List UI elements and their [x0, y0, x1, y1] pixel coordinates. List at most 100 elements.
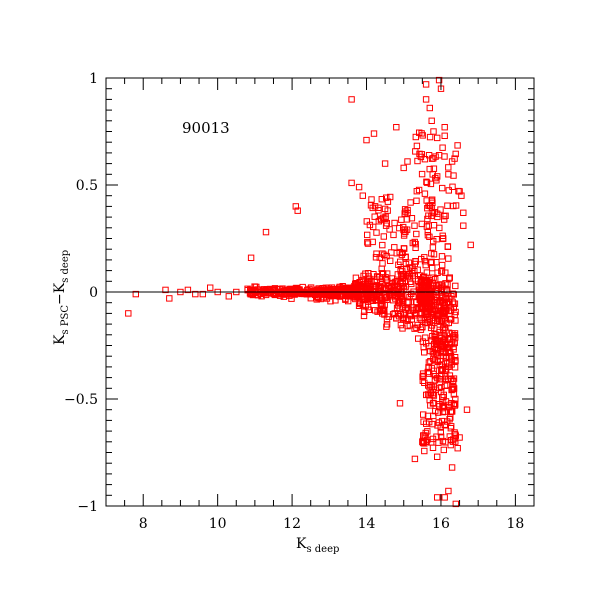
- data-point: [440, 345, 447, 352]
- data-point: [444, 202, 451, 209]
- data-point: [439, 184, 446, 192]
- data-point: [335, 290, 342, 297]
- data-point: [359, 192, 367, 199]
- data-point: [384, 198, 392, 205]
- data-point: [430, 237, 437, 245]
- x-tick-label: 18: [506, 516, 524, 532]
- data-point: [391, 244, 398, 251]
- data-point: [438, 268, 445, 275]
- data-point: [434, 269, 441, 277]
- data-point: [451, 354, 459, 361]
- data-point: [448, 358, 455, 365]
- data-point: [443, 382, 451, 389]
- data-point: [379, 241, 386, 249]
- x-tick-label: 14: [358, 516, 376, 532]
- data-point: [433, 177, 440, 184]
- data-point: [444, 243, 452, 250]
- data-point: [360, 312, 368, 320]
- data-point: [307, 289, 314, 297]
- data-point: [342, 296, 349, 303]
- data-point: [408, 316, 416, 323]
- ticks-layer: [105, 77, 535, 507]
- data-point: [428, 274, 435, 281]
- y-axis-title: Ks PSC−Ks deep: [52, 250, 71, 345]
- data-point: [447, 316, 454, 323]
- data-point: [430, 155, 437, 162]
- data-point: [447, 304, 454, 311]
- y-tick-label: −0.5: [64, 392, 98, 408]
- data-point: [125, 310, 132, 317]
- data-point: [452, 500, 460, 508]
- data-point: [426, 233, 433, 241]
- data-point: [408, 215, 416, 222]
- data-point: [415, 186, 423, 194]
- data-point: [414, 157, 421, 165]
- data-point: [433, 311, 440, 318]
- data-point: [402, 254, 409, 261]
- data-point: [388, 275, 396, 282]
- data-point: [373, 250, 380, 257]
- data-point: [400, 164, 407, 172]
- data-point: [393, 314, 400, 322]
- data-point: [379, 250, 386, 257]
- data-point: [391, 219, 398, 227]
- data-point: [380, 270, 387, 277]
- data-point: [460, 209, 467, 217]
- data-point: [381, 307, 388, 315]
- data-point: [444, 287, 451, 294]
- data-point: [381, 160, 389, 167]
- data-point: [452, 150, 459, 158]
- data-point: [298, 290, 306, 298]
- data-point: [463, 406, 471, 413]
- data-point: [418, 316, 425, 324]
- data-point: [411, 238, 418, 246]
- data-point: [441, 494, 448, 501]
- data-point: [428, 337, 435, 344]
- x-tick-label: 8: [139, 516, 148, 532]
- data-point: [291, 289, 299, 296]
- data-point: [397, 297, 404, 305]
- data-point: [446, 348, 453, 355]
- data-point: [434, 494, 441, 501]
- data-point: [438, 253, 446, 260]
- data-point: [405, 299, 412, 306]
- data-point: [456, 188, 463, 195]
- data-point: [407, 199, 414, 206]
- data-point: [413, 230, 420, 238]
- data-point: [424, 412, 432, 420]
- data-point: [397, 321, 405, 329]
- data-point: [450, 343, 457, 351]
- data-point: [428, 250, 435, 257]
- data-point: [447, 408, 455, 415]
- data-point: [421, 349, 428, 356]
- data-point: [458, 192, 465, 199]
- data-point: [258, 293, 265, 300]
- data-point: [451, 339, 458, 347]
- data-point: [434, 453, 441, 461]
- data-point: [442, 269, 449, 276]
- data-point: [448, 464, 456, 471]
- data-point: [417, 153, 425, 161]
- data-point: [422, 334, 429, 341]
- data-point: [372, 307, 379, 314]
- data-point: [436, 362, 444, 369]
- data-point: [166, 295, 173, 302]
- y-axis-title-sub1: s PSC: [60, 305, 71, 335]
- data-point: [429, 264, 436, 272]
- data-point: [361, 296, 369, 303]
- data-point: [369, 238, 376, 246]
- data-point: [433, 236, 440, 243]
- data-point: [445, 187, 453, 194]
- data-point: [247, 254, 255, 262]
- data-point: [372, 254, 380, 261]
- data-point: [439, 235, 447, 242]
- data-point: [447, 307, 455, 314]
- data-point: [442, 375, 449, 382]
- data-point: [375, 290, 383, 297]
- x-tick-labels: 8 10 12 14 16 18: [139, 516, 525, 532]
- data-point: [421, 447, 428, 455]
- data-point: [436, 328, 443, 336]
- data-point: [426, 104, 434, 112]
- data-point: [451, 332, 458, 339]
- data-point: [401, 206, 409, 213]
